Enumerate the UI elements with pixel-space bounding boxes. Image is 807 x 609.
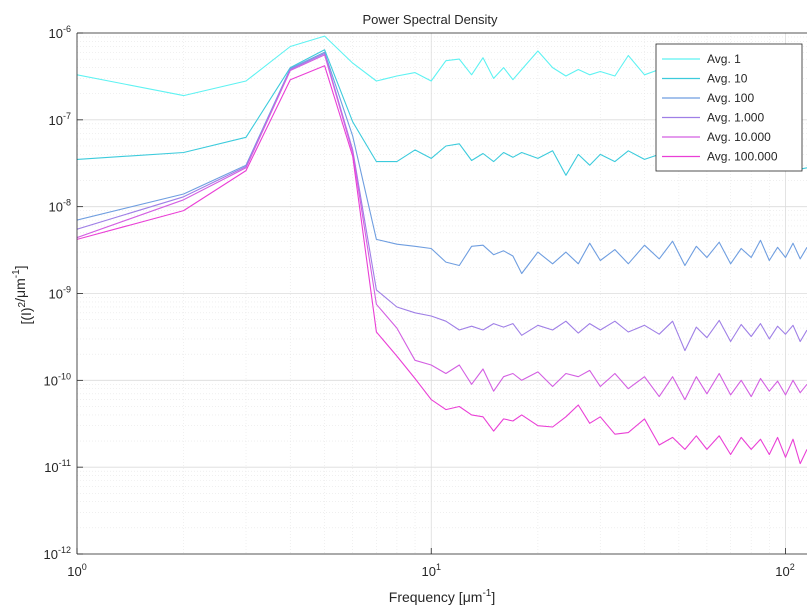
legend-label-4: Avg. 1.000 — [707, 111, 764, 125]
series-line-1 — [77, 35, 660, 97]
chart-title: Power Spectral Density — [362, 12, 498, 27]
series-line-5 — [77, 54, 807, 401]
y-tick-label: 10-6 — [49, 24, 71, 41]
y-tick-label: 10-8 — [49, 198, 71, 215]
legend-label-6: Avg. 100.000 — [707, 150, 778, 164]
y-tick-label: 10-10 — [44, 371, 71, 388]
legend-box — [655, 43, 803, 172]
axes-frame — [76, 32, 807, 555]
legend-label-3: Avg. 100 — [707, 91, 754, 105]
legend-label-5: Avg. 10.000 — [707, 130, 771, 144]
legend-label-2: Avg. 10 — [707, 72, 748, 86]
legend-label-1: Avg. 1 — [707, 52, 741, 66]
x-tick-labels: 100 101 102 — [67, 562, 794, 579]
series-line-3 — [77, 51, 807, 275]
y-tick-label: 10-9 — [49, 285, 71, 302]
y-tick-label: 10-12 — [44, 545, 71, 562]
y-tick-label: 10-11 — [44, 458, 71, 475]
x-tick-label: 100 — [67, 562, 86, 579]
x-tick-label: 101 — [422, 562, 441, 579]
series-line-4 — [77, 52, 807, 352]
y-tick-labels: 10-6 10-7 10-8 10-9 10-10 10-11 10-12 — [44, 24, 71, 562]
series-line-6 — [77, 65, 807, 465]
y-axis-label: [(I)2]/μm-1] — [11, 265, 34, 324]
x-tick-label: 102 — [775, 562, 794, 579]
y-tick-label: 10-7 — [49, 111, 71, 128]
x-axis-label: Frequency [μm-1] — [389, 588, 495, 605]
legend: Avg. 1 Avg. 10 Avg. 100 Avg. 1.000 Avg. 10.0… — [655, 43, 803, 172]
